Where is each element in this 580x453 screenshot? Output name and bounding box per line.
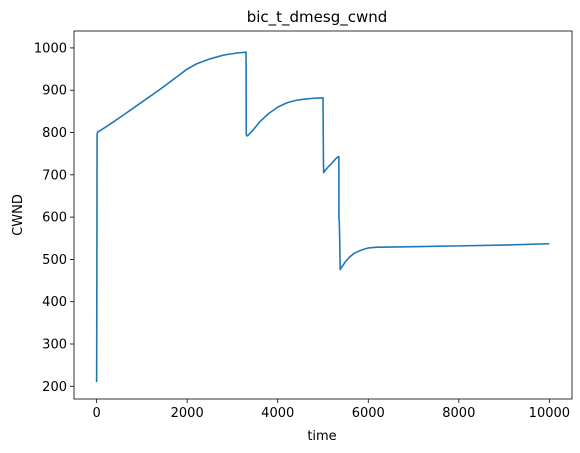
x-tick-label: 10000 bbox=[529, 406, 570, 421]
x-tick-label: 8000 bbox=[442, 406, 475, 421]
x-tick-label: 0 bbox=[92, 406, 100, 421]
y-tick-label: 500 bbox=[42, 253, 67, 268]
y-axis-ticks: 200 300 400 500 600 700 800 900 1000 bbox=[34, 41, 74, 395]
y-tick-label: 300 bbox=[42, 338, 67, 353]
y-tick-label: 400 bbox=[42, 295, 67, 310]
plot-frame bbox=[73, 30, 573, 400]
y-tick-label: 600 bbox=[42, 211, 67, 226]
y-tick-label: 200 bbox=[42, 380, 67, 395]
y-tick-label: 700 bbox=[42, 168, 67, 183]
chart-title: bic_t_dmesg_cwnd bbox=[247, 8, 388, 27]
y-tick-label: 1000 bbox=[34, 41, 67, 56]
y-tick-label: 900 bbox=[42, 84, 67, 99]
plot-area bbox=[74, 31, 572, 399]
series-group bbox=[95, 51, 550, 383]
x-tick-label: 2000 bbox=[171, 406, 204, 421]
cwnd-series-line bbox=[95, 51, 550, 383]
x-tick-label: 4000 bbox=[261, 406, 294, 421]
x-axis-label: time bbox=[307, 429, 336, 444]
x-tick-label: 6000 bbox=[352, 406, 385, 421]
y-axis-label: CWND bbox=[11, 194, 26, 236]
x-axis-ticks: 0 2000 4000 6000 8000 10000 bbox=[92, 399, 570, 421]
y-tick-label: 800 bbox=[42, 126, 67, 141]
